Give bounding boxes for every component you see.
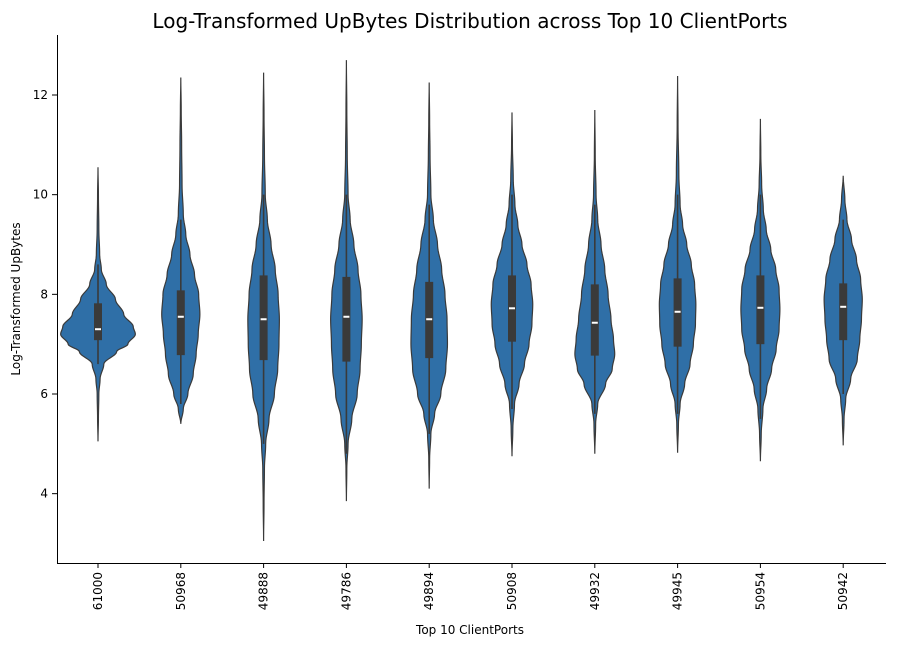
y-tick-label: 10 (33, 188, 48, 202)
iqr-box-50954 (756, 275, 765, 345)
x-tick-label: 50968 (174, 572, 188, 610)
y-tick-label: 4 (40, 487, 48, 501)
violins-group (60, 60, 863, 542)
y-tick-label: 12 (33, 88, 48, 102)
iqr-box-61000 (94, 303, 102, 341)
y-axis-label: Log-Transformed UpBytes (9, 222, 23, 375)
y-tick-label: 8 (40, 287, 48, 301)
x-tick-label: 50908 (505, 572, 519, 610)
iqr-box-49786 (342, 276, 351, 362)
x-axis: 61000 50968 49888 49786 49894 50908 49932 49945… (57, 563, 886, 610)
x-tick-label: 49894 (422, 572, 436, 610)
x-tick-label: 49932 (588, 572, 602, 610)
x-tick-label: 61000 (91, 572, 105, 610)
x-tick-label: 49945 (671, 572, 685, 610)
y-tick-label: 6 (40, 387, 48, 401)
iqr-box-49932 (590, 284, 599, 356)
x-tick-label: 50942 (836, 572, 850, 610)
x-tick-label: 50954 (753, 572, 767, 610)
x-tick-label: 49786 (339, 572, 353, 610)
iqr-box-50968 (176, 290, 185, 356)
chart-title: Log-Transformed UpBytes Distribution acr… (152, 9, 787, 33)
iqr-box-49888 (259, 275, 268, 361)
x-axis-label: Top 10 ClientPorts (415, 623, 524, 637)
iqr-box-50942 (839, 283, 848, 341)
y-axis: 4 6 8 10 12 (33, 35, 58, 563)
x-tick-label: 49888 (257, 572, 271, 610)
